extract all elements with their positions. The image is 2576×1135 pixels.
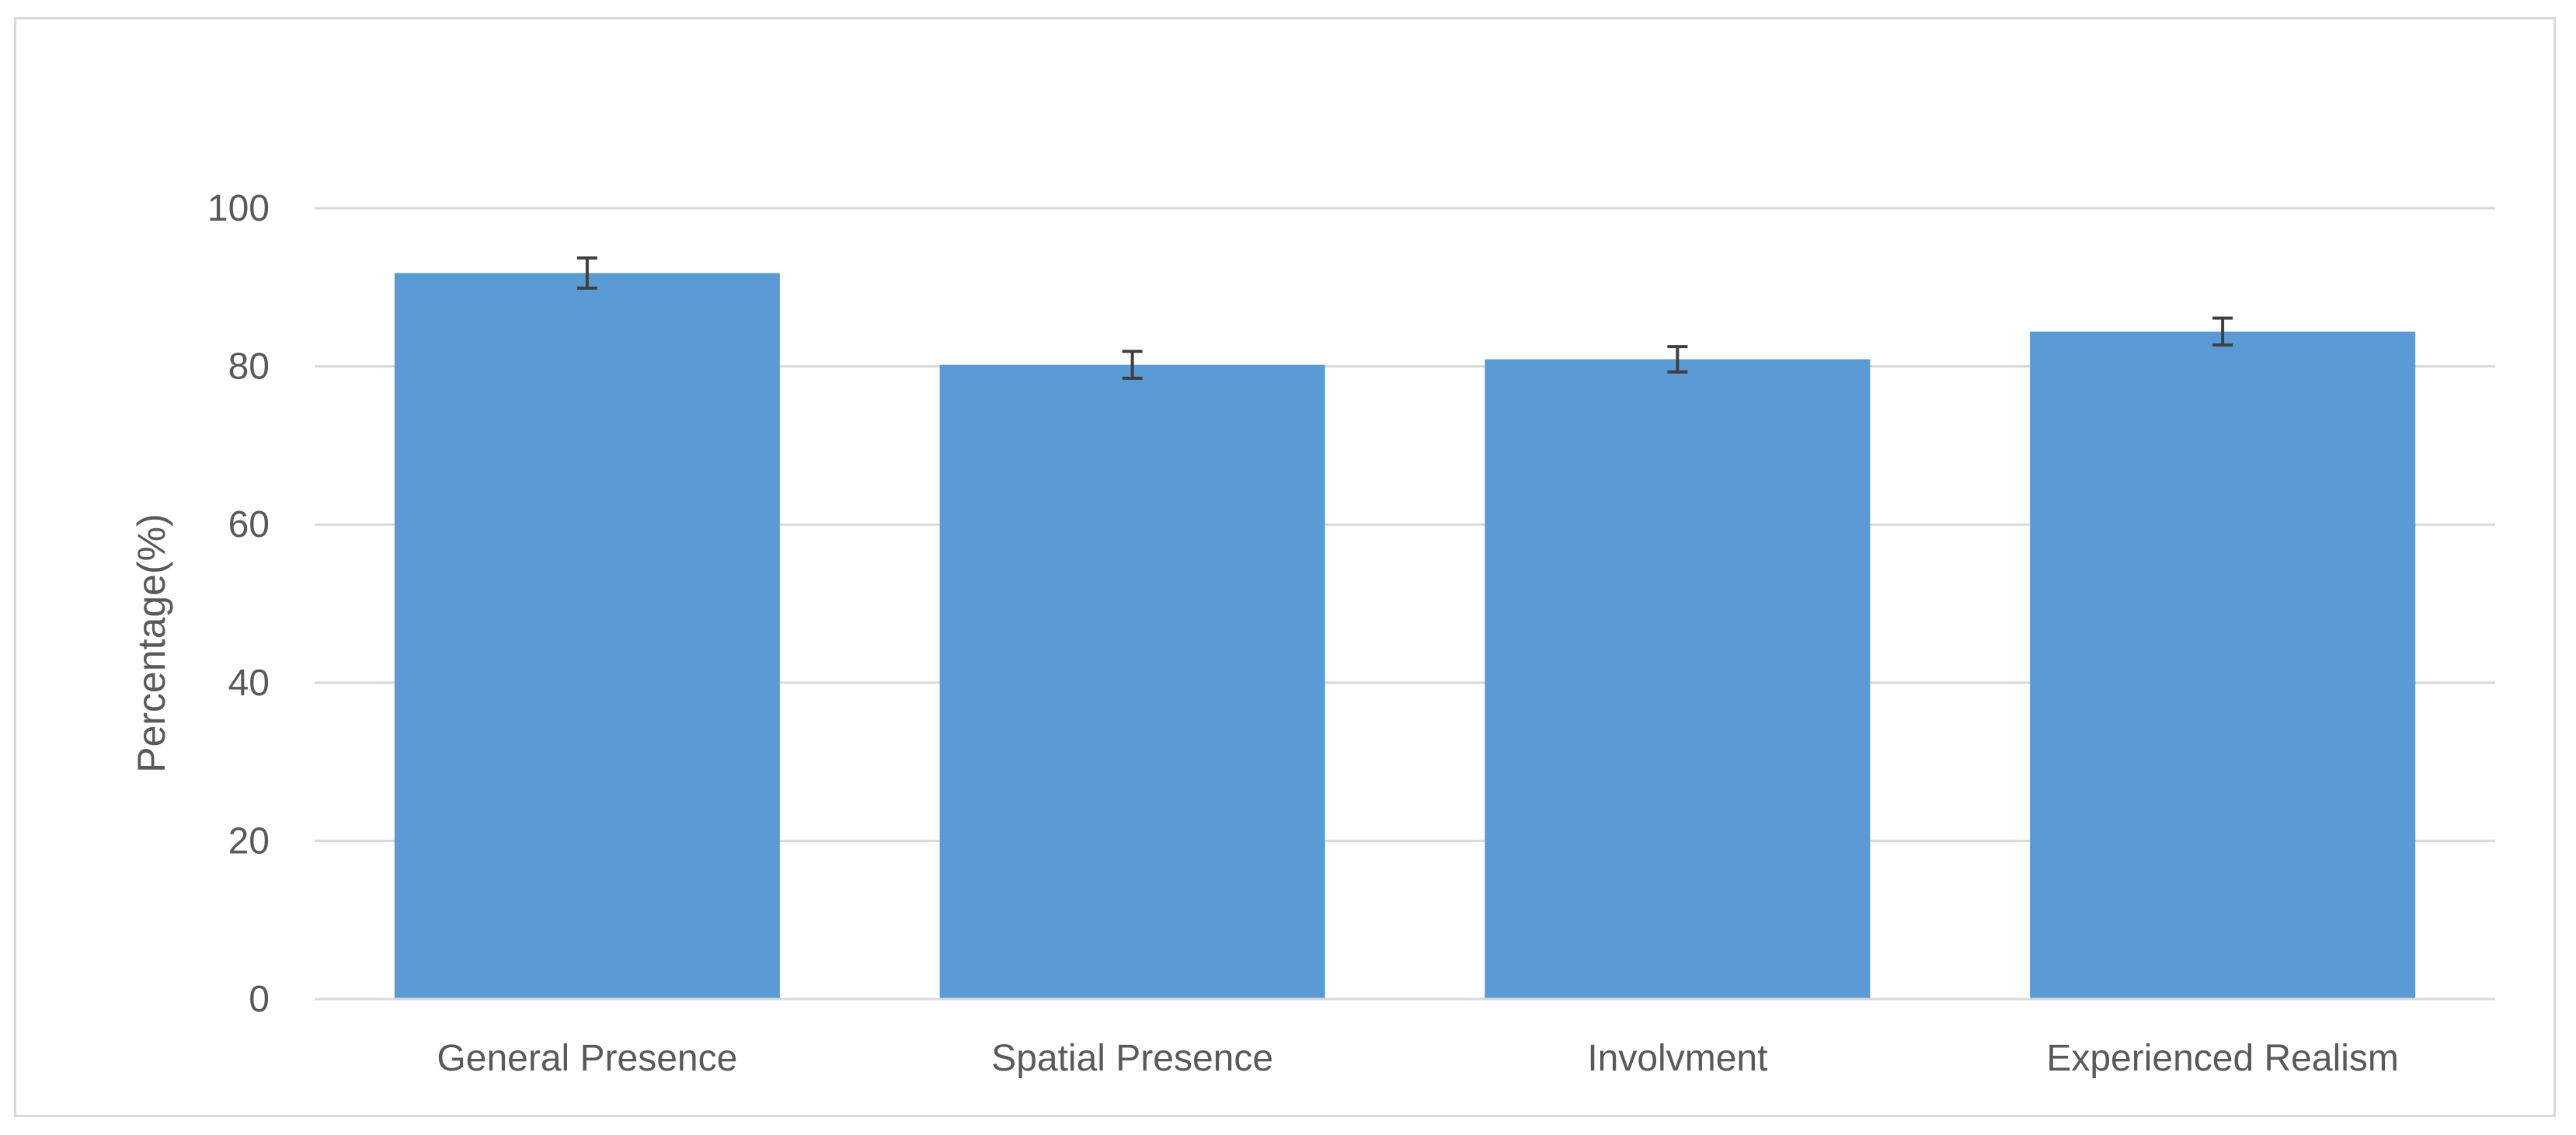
x-axis-tick-labels: General Presence Spatial Presence Involvme…	[437, 1038, 2398, 1079]
bar	[939, 364, 1325, 1000]
error-bar	[576, 256, 597, 290]
y-tick-label: 20	[228, 820, 270, 862]
x-tick-label: Spatial Presence	[991, 1038, 1273, 1079]
y-tick-label: 40	[228, 663, 270, 704]
x-tick-label: Experienced Realism	[2046, 1038, 2399, 1079]
bars	[394, 273, 2416, 1000]
y-axis-title: Percentage(%)	[130, 514, 173, 773]
error-bars	[315, 256, 2495, 1001]
error-bar	[2212, 316, 2233, 347]
error-bar	[1122, 350, 1143, 380]
y-tick-label: 0	[249, 979, 270, 1020]
y-tick-label: 100	[207, 188, 270, 229]
bar	[394, 273, 780, 999]
bar	[1485, 359, 1871, 999]
y-axis-tick-labels: 0 20 40 60 80 100	[207, 188, 270, 1020]
error-bar	[1667, 345, 1688, 374]
x-tick-label: Involvment	[1587, 1038, 1767, 1079]
y-tick-label: 80	[228, 346, 270, 388]
x-tick-label: General Presence	[437, 1038, 737, 1079]
bar	[2030, 331, 2416, 1000]
y-tick-label: 60	[228, 504, 270, 545]
